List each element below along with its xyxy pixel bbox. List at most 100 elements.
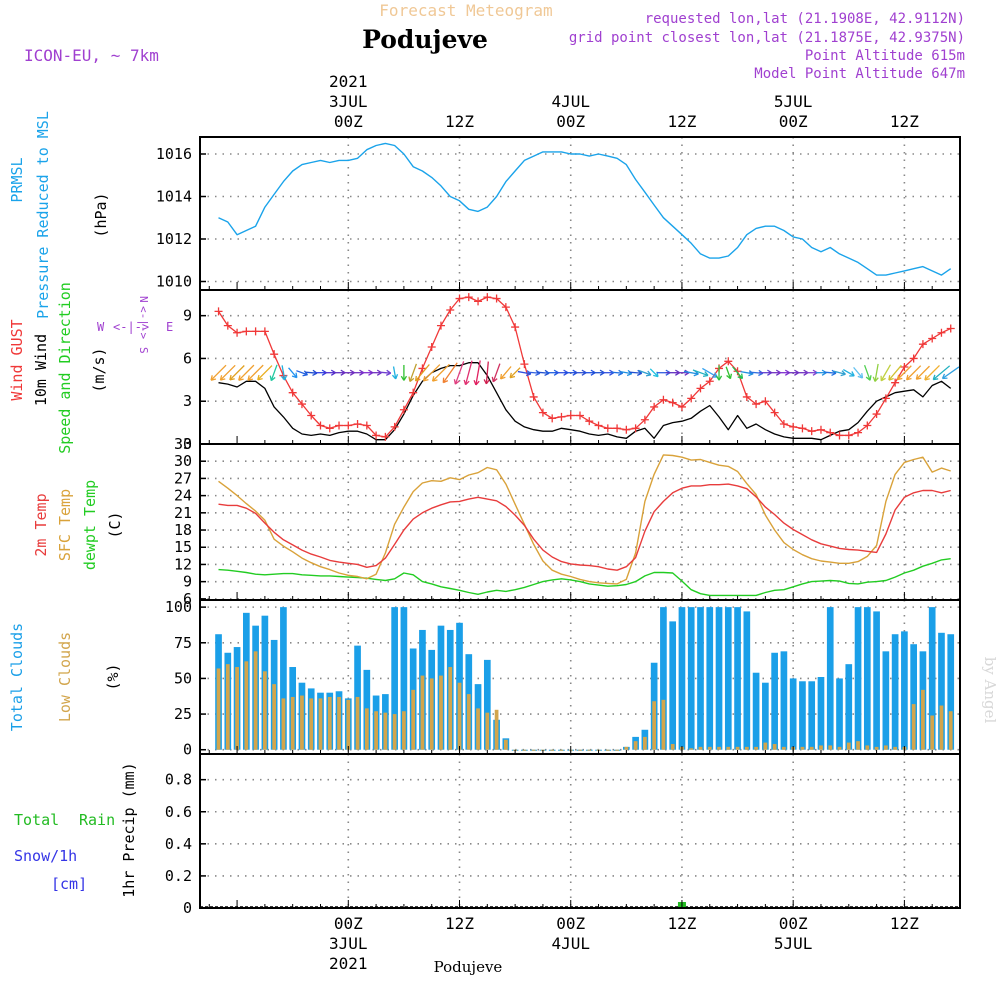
low-cloud-bar xyxy=(327,696,332,750)
wind-gust-marker xyxy=(937,328,946,337)
wind-direction-arrow xyxy=(880,364,892,382)
low-cloud-bar xyxy=(661,699,666,750)
wind-arrow-head xyxy=(247,375,254,381)
low-cloud-bar xyxy=(800,746,805,750)
low-cloud-bar xyxy=(809,746,814,750)
low-clouds-label: Low Clouds xyxy=(56,632,74,722)
total-cloud-bar xyxy=(706,607,714,750)
wind-arrow-head xyxy=(715,375,723,381)
wind-direction-arrow xyxy=(492,363,501,383)
low-cloud-bar xyxy=(893,746,897,750)
total-cloud-bar xyxy=(854,607,862,750)
temperature-ytick-label: 12 xyxy=(174,555,192,573)
wind-arrow-head xyxy=(865,375,872,381)
clouds-ytick-label: 50 xyxy=(174,669,192,687)
wind-direction-arrow xyxy=(281,365,286,381)
top-time-label: 00Z xyxy=(556,112,585,131)
wind-direction-arrow xyxy=(629,371,642,374)
total-cloud-bar xyxy=(724,607,732,750)
total-cloud-bar xyxy=(734,607,741,750)
low-cloud-bar xyxy=(911,704,916,750)
low-cloud-bar xyxy=(420,675,425,750)
compass-arrow-h: <-|-> xyxy=(113,320,149,334)
wind-direction-arrow xyxy=(219,364,236,381)
wind-arrow-head xyxy=(453,379,460,385)
precip-total-label: Total xyxy=(14,811,59,829)
low-cloud-bar xyxy=(772,744,777,750)
wind-gust-marker xyxy=(909,354,918,363)
temperature-ytick-label: 9 xyxy=(183,573,192,591)
wind-gust-marker xyxy=(418,364,427,373)
wind-direction-arrow xyxy=(915,365,930,380)
sfc-temp-line xyxy=(218,454,951,585)
wind-arrow-head xyxy=(924,374,930,381)
wind-gust-marker xyxy=(409,388,418,397)
wind-direction-arrow xyxy=(874,363,879,382)
wind-gust-marker xyxy=(640,415,649,424)
temperature-ytick-label: 27 xyxy=(174,469,192,487)
wind-gust-marker xyxy=(770,408,779,417)
gridpoint-coordinates: grid point closest lon,lat (21.1875E, 42… xyxy=(569,30,965,46)
bottom-time-label: 4JUL xyxy=(551,934,590,953)
wind-arrow-head xyxy=(840,370,846,377)
precipitation-ytick-label: 0.2 xyxy=(165,867,192,885)
wind-direction-arrow xyxy=(906,365,922,381)
wind-gust-marker xyxy=(242,327,251,336)
wind-direction-arrow xyxy=(649,368,659,378)
low-cloud-bar xyxy=(522,749,527,751)
point-altitude: Point Altitude 615m xyxy=(805,48,965,64)
wind-direction-arrow xyxy=(824,371,837,374)
wind-direction-arrow xyxy=(475,360,481,386)
wind-gust-marker xyxy=(381,432,390,441)
low-cloud-bar xyxy=(652,701,657,750)
bottom-time-label: 12Z xyxy=(890,914,919,933)
wind-gust-marker xyxy=(464,293,473,302)
low-cloud-bar xyxy=(624,746,629,750)
precip-cm-label: [cm] xyxy=(51,875,87,893)
bottom-time-label: 00Z xyxy=(779,914,808,933)
wind-direction-arrow xyxy=(888,364,902,381)
wind-gust-marker xyxy=(677,402,686,411)
precipitation-panel-frame xyxy=(199,753,961,909)
wind-gust-marker xyxy=(928,334,937,343)
wind-arrow-head xyxy=(414,375,421,382)
low-cloud-bar xyxy=(605,749,610,751)
wind-gust-marker xyxy=(566,411,575,420)
wind-gust-marker xyxy=(390,422,399,431)
wind-gust-marker xyxy=(872,410,881,419)
total-cloud-bar xyxy=(400,607,408,750)
wind-gust-marker xyxy=(946,324,955,333)
product-title: Forecast Meteogram xyxy=(379,1,552,20)
low-cloud-bar xyxy=(921,689,925,750)
wind-arrow-head xyxy=(905,374,912,381)
wind-gust-marker xyxy=(325,424,334,433)
wind-gust-marker xyxy=(724,357,733,366)
low-cloud-bar xyxy=(281,698,286,750)
wind-gust-marker xyxy=(399,405,408,414)
wind-direction-arrow xyxy=(932,365,951,381)
low-cloud-bar xyxy=(466,694,471,750)
wind-gust-marker xyxy=(297,400,306,409)
low-cloud-bar xyxy=(707,746,712,750)
wind-arrow-head xyxy=(463,379,470,386)
model-name: ICON-EU, ~ 7km xyxy=(24,46,159,65)
precip-axis-label: 1hr Precip (mm) xyxy=(120,762,138,897)
wind-arrow-head xyxy=(726,373,733,380)
wind-gust-marker xyxy=(362,421,371,430)
wind-arrow-head xyxy=(385,369,392,376)
wind-gust-marker xyxy=(344,421,353,430)
low-cloud-bar xyxy=(364,708,369,750)
wind-gust-marker xyxy=(687,394,696,403)
wind-gust-marker xyxy=(863,421,872,430)
wind-arrow-head xyxy=(229,374,235,381)
wind-arrow-head xyxy=(636,369,643,377)
wind-direction-arrow xyxy=(423,364,441,382)
total-cloud-bar xyxy=(780,651,788,750)
wind-gust-marker xyxy=(835,431,844,440)
wind-gust-marker xyxy=(854,428,863,437)
wind-ytick-label: 6 xyxy=(183,349,192,367)
precipitation-ytick-label: 0.6 xyxy=(165,803,192,821)
wind-gust-marker xyxy=(316,421,325,430)
wind-speed-dir-label: Speed and Direction xyxy=(56,282,74,454)
wind-arrow-head xyxy=(932,374,939,381)
